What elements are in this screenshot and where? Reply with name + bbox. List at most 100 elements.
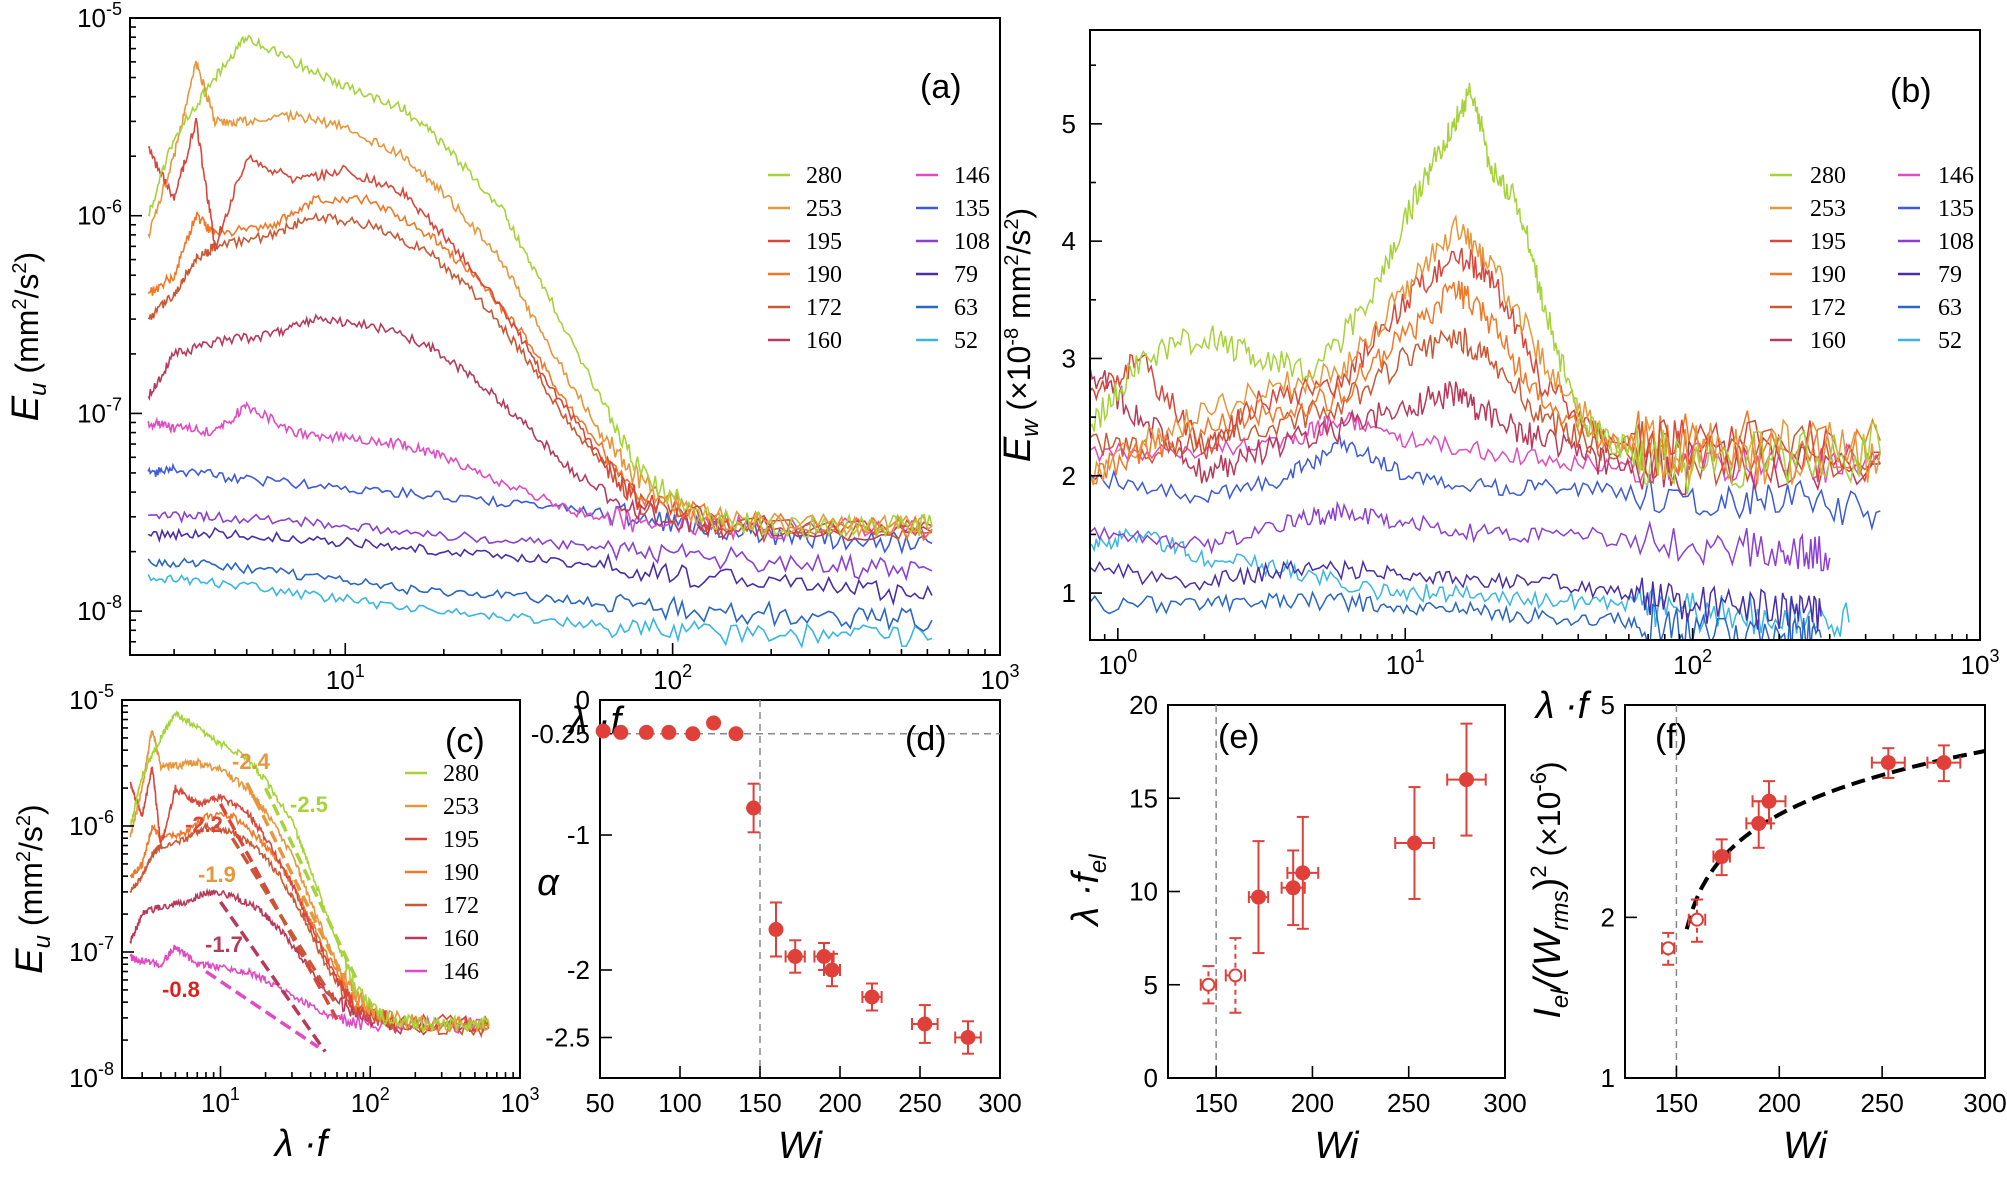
slope-annotation: -2.4 — [232, 749, 271, 774]
series-line-146 — [147, 401, 933, 542]
series-line-135 — [1090, 434, 1881, 532]
legend-label-190: 190 — [806, 262, 842, 288]
x-tick-label: 101 — [1386, 646, 1425, 680]
series-line-160 — [147, 313, 933, 542]
series-line-190 — [1090, 280, 1882, 485]
y-tick-label: 2 — [1062, 461, 1076, 491]
slope-annotation: -0.8 — [162, 977, 200, 1002]
panel-label: (a) — [920, 68, 962, 106]
data-point — [1295, 865, 1311, 881]
legend-label-160: 160 — [443, 926, 479, 952]
series-line-79 — [1090, 559, 1822, 632]
x-axis-title: λ ·f — [1534, 685, 1592, 727]
legend-label-160: 160 — [806, 328, 842, 354]
fit-line-5 — [204, 970, 320, 1049]
legend-label-253: 253 — [443, 794, 479, 820]
legend-label-135: 135 — [1938, 196, 1974, 222]
fit-curve — [1684, 749, 1986, 930]
panel-a-frame — [129, 17, 1001, 656]
data-point — [595, 723, 611, 739]
panel-label: (c) — [445, 722, 485, 760]
slope-annotation: -1.9 — [198, 862, 236, 887]
data-point — [1406, 835, 1422, 851]
y-tick-label: -1 — [567, 820, 590, 850]
data-point — [706, 715, 722, 731]
data-point — [864, 989, 880, 1005]
y-tick-label: 15 — [1129, 783, 1158, 813]
panel-label: (d) — [905, 720, 947, 758]
series-line-108 — [1090, 500, 1831, 572]
data-point — [917, 1016, 933, 1032]
legend-label-172: 172 — [806, 295, 842, 321]
series-line-160 — [1090, 367, 1881, 496]
x-tick-label: 100 — [1098, 646, 1137, 680]
series-line-108 — [148, 510, 933, 582]
slope-annotation: -1.7 — [205, 932, 243, 957]
panel-label: (f) — [1655, 718, 1687, 756]
series-line-280 — [147, 34, 933, 539]
y-tick-label: -2.5 — [545, 1023, 590, 1053]
panel-c-frame — [121, 699, 521, 1079]
series-line-280 — [129, 709, 490, 1034]
legend-label-253: 253 — [806, 196, 842, 222]
y-tick-label: 3 — [1062, 343, 1076, 373]
x-axis-title: Wi — [1783, 1125, 1829, 1167]
x-tick-label: 150 — [1194, 1088, 1237, 1118]
data-point — [768, 922, 784, 937]
legend-label-52: 52 — [954, 328, 978, 354]
y-tick-label: 10-8 — [77, 592, 122, 626]
panel-c: 101 102 103 10-8 10-7 10-6 10-5 λ ·f Eu (mm2/s2)… — [9, 681, 539, 1165]
series-line-253 — [1090, 214, 1882, 486]
data-point-open — [1690, 912, 1704, 927]
legend-label-79: 79 — [954, 262, 978, 288]
panel-e-frame — [1167, 704, 1506, 1079]
legend: 280 253 195 190 172 160 146 — [405, 761, 479, 985]
x-tick-label: 50 — [586, 1088, 615, 1118]
panel-b-frame — [1089, 29, 1981, 641]
data-point — [787, 949, 803, 964]
x-tick-label: 200 — [818, 1088, 861, 1118]
y-axis-title: Iel/(Wrms)2 (×10-6) — [1526, 761, 1574, 1018]
y-tick-label: 10-8 — [69, 1059, 114, 1093]
series-line-79 — [147, 526, 933, 607]
x-tick-label: 250 — [1387, 1088, 1430, 1118]
legend: 280 253 195 190 172 160 146 135 108 79 63 52 — [1770, 163, 1974, 354]
legend-label-146: 146 — [443, 959, 479, 985]
data-point-open — [1228, 968, 1243, 983]
panel-e: 150 200 250 300 0 5 10 15 20 Wi λ ·fel (e) — [1065, 690, 1527, 1167]
series-line-280 — [1090, 82, 1882, 495]
y-tick-label: 20 — [1129, 690, 1158, 720]
panel-label: (e) — [1218, 718, 1260, 756]
panel-f-frame — [1624, 704, 1986, 1079]
y-axis-title: λ ·fel — [1065, 854, 1112, 928]
legend-label-135: 135 — [954, 196, 990, 222]
series-line-195 — [148, 118, 933, 537]
legend-label-108: 108 — [1938, 229, 1974, 255]
slope-annotation: -2.2 — [185, 812, 223, 837]
series-line-195 — [129, 766, 490, 1032]
legend-label-190: 190 — [443, 860, 479, 886]
series-line-146 — [129, 944, 490, 1035]
panel-d: 50 100 150 200 250 300 0 -0.25 -1 -2 -2.5 Wi α (d) — [531, 685, 1022, 1167]
panel-b: 100 101 102 103 1 2 3 4 5 λ ·f Ew (×10-8 mm2/s2) (b… — [997, 29, 1999, 727]
x-tick-label: 103 — [501, 1084, 540, 1118]
x-tick-label: 250 — [1860, 1088, 1903, 1118]
data-point-open — [1201, 977, 1216, 992]
series-line-63 — [147, 557, 933, 632]
y-tick-label: 10-6 — [77, 197, 122, 231]
y-tick-label: 10-7 — [77, 394, 122, 428]
data-point — [1251, 889, 1267, 905]
data-point — [1880, 755, 1896, 771]
x-axis-title: Wi — [778, 1125, 824, 1167]
y-tick-label: 10-7 — [69, 933, 114, 967]
panel-d-frame — [599, 699, 1001, 1079]
data-point — [816, 949, 832, 964]
x-tick-label: 300 — [1483, 1088, 1526, 1118]
fit-line-3 — [230, 837, 339, 1007]
x-tick-label: 101 — [326, 661, 365, 695]
data-point — [728, 726, 744, 742]
data-point-open — [1661, 941, 1676, 956]
legend: 280 253 195 190 172 160 146 135 108 79 63 52 — [768, 163, 990, 354]
y-tick-label: -0.25 — [531, 719, 590, 749]
